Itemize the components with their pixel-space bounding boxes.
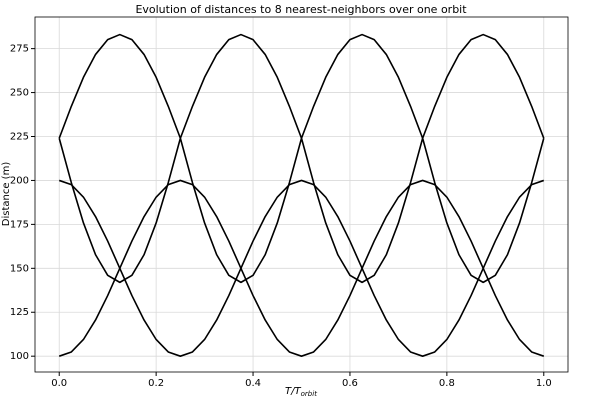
x-tick-label: 0.4 [245,378,261,389]
plot-frame [34,16,569,373]
y-tick-label: 250 [10,88,29,99]
y-tick-label: 150 [10,263,29,274]
chart-title: Evolution of distances to 8 nearest-neig… [135,3,467,16]
x-axis-label: T/Torbit [285,386,317,398]
y-tick-label: 100 [10,351,29,362]
y-tick-label: 175 [10,219,29,230]
x-label-sub: orbit [301,390,318,398]
x-tick-label: 0.0 [51,378,67,389]
x-tick-label: 0.2 [148,378,164,389]
x-tick-label: 0.6 [342,378,358,389]
series-line [58,179,545,357]
x-label-main: T/T [285,386,301,397]
series-line [58,33,545,284]
y-tick-label: 125 [10,307,29,318]
x-tick-label: 0.8 [439,378,455,389]
y-tick-label: 225 [10,132,29,143]
y-tick-label: 275 [10,44,29,55]
y-axis-label: Distance (m) [1,162,12,227]
series-line [58,33,545,284]
series-line [58,179,545,357]
y-tick-label: 200 [10,175,29,186]
x-tick-label: 1.0 [536,378,552,389]
